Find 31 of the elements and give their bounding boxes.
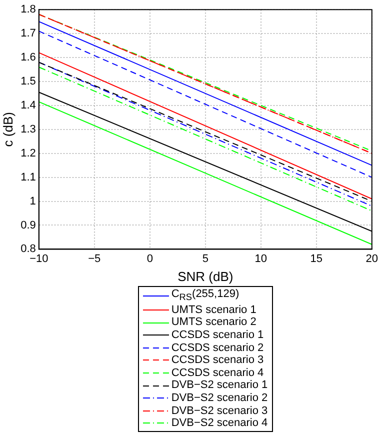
y-tick-label: 1.8 <box>20 4 36 16</box>
y-tick-label: 1 <box>30 195 36 208</box>
legend-label: DVB−S2 scenario 3 <box>171 404 268 418</box>
y-axis-title: c (dB) <box>0 112 16 147</box>
x-tick-label: 0 <box>146 252 153 265</box>
y-tick-label: 1.3 <box>20 123 36 136</box>
y-tick-label: 0.9 <box>20 219 36 232</box>
legend-label: DVB−S2 scenario 1 <box>171 379 268 392</box>
legend-label: C$_{RS}$(255,129) <box>171 288 240 304</box>
legend-label: CCSDS scenario 2 <box>171 342 264 354</box>
x-tick-label: −10 <box>30 252 48 265</box>
y-tick-label: 1.1 <box>20 171 36 184</box>
legend-label: CCSDS scenario 4 <box>171 366 264 380</box>
y-tick-label: 1.6 <box>20 52 36 64</box>
y-tick-label: 1.7 <box>20 28 36 40</box>
y-tick-label: 1.5 <box>20 76 36 88</box>
y-tick-label: 0.8 <box>20 243 36 256</box>
x-tick-label: −5 <box>88 252 101 265</box>
legend-label: UMTS scenario 2 <box>171 316 256 329</box>
x-axis-title: SNR (dB) <box>178 268 234 284</box>
legend-label: DVB−S2 scenario 2 <box>171 392 268 405</box>
legend-label: UMTS scenario 1 <box>171 304 256 316</box>
x-tick-label: 20 <box>366 252 378 265</box>
x-tick-label: 10 <box>254 252 268 265</box>
y-tick-label: 1.4 <box>20 99 36 112</box>
x-tick-label: 5 <box>202 252 208 265</box>
y-tick-label: 1.2 <box>20 147 36 160</box>
legend-label: CCSDS scenario 1 <box>171 328 264 342</box>
legend-label: DVB−S2 scenario 4 <box>171 417 268 430</box>
x-tick-label: 15 <box>310 252 323 265</box>
legend-label: CCSDS scenario 3 <box>171 354 264 367</box>
